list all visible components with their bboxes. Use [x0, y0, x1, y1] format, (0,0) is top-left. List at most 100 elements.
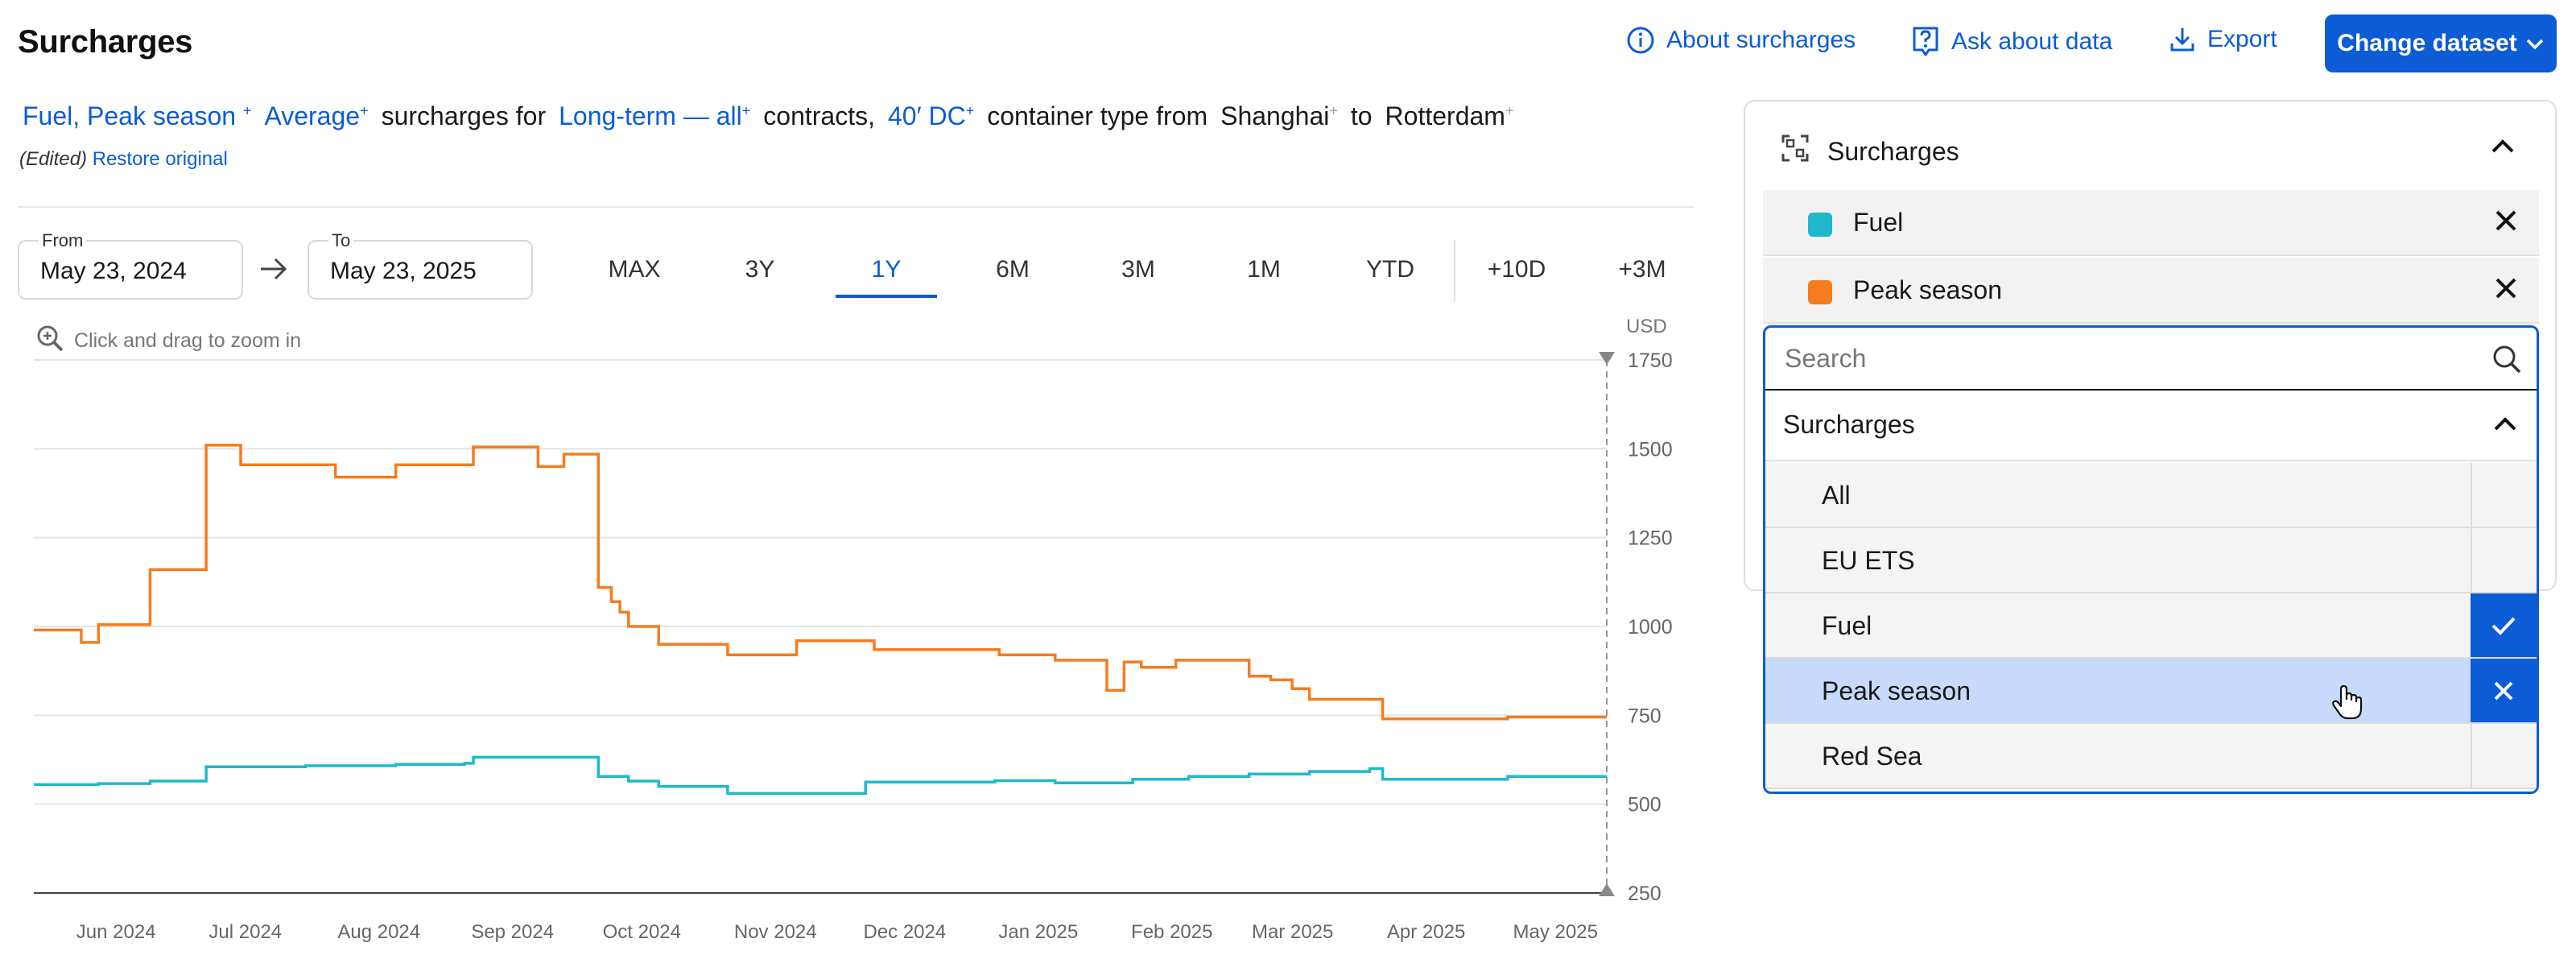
range-max[interactable]: MAX: [608, 256, 661, 283]
x-tick-label: Apr 2025: [1387, 921, 1465, 943]
description-text: contracts,: [763, 101, 875, 130]
peak-season-color-swatch: [1808, 280, 1832, 304]
search-icon: [2491, 344, 2522, 378]
option-peak-season[interactable]: Peak season: [1765, 659, 2537, 724]
search-placeholder: Search: [1785, 344, 1867, 373]
option-remove-button[interactable]: [2471, 659, 2537, 722]
x-tick-label: Nov 2024: [734, 921, 817, 943]
description-text: to: [1350, 101, 1373, 130]
x-tick-label: Jul 2024: [208, 921, 282, 943]
info-icon: [1626, 26, 1655, 55]
y-axis-unit: USD: [1626, 316, 1667, 337]
selected-surcharge-label: Peak season: [1853, 275, 2003, 304]
y-tick-label: 750: [1628, 705, 1662, 727]
fuel-color-swatch: [1808, 213, 1832, 237]
range-separator: [1454, 240, 1455, 301]
chevron-up-icon: [2493, 416, 2517, 436]
option-eu-ets[interactable]: EU ETS: [1765, 528, 2537, 593]
page-title: Surcharges: [18, 24, 193, 60]
crosshair-marker-bottom: [1599, 883, 1615, 896]
checkmark-icon: [2491, 617, 2516, 635]
y-tick-label: 1750: [1628, 349, 1673, 372]
origin-link[interactable]: Shanghai+: [1220, 101, 1338, 130]
ask-about-data-label: Ask about data: [1951, 28, 2113, 55]
x-tick-label: Mar 2025: [1252, 921, 1333, 943]
zoom-hint-text: Click and drag to zoom in: [74, 329, 302, 352]
option-checkbox[interactable]: [2471, 724, 2537, 788]
option-checkbox[interactable]: [2471, 528, 2537, 592]
option-checkbox-checked[interactable]: [2471, 593, 2537, 657]
series-line-fuel: [34, 755, 1607, 796]
selected-surcharge-label: Fuel: [1853, 208, 1904, 237]
to-date-input[interactable]: To May 23, 2025: [308, 230, 533, 300]
aggregation-link[interactable]: Average+: [264, 101, 369, 130]
option-label: EU ETS: [1822, 546, 1915, 575]
restore-original-link[interactable]: Restore original: [92, 148, 228, 170]
option-red-sea[interactable]: Red Sea: [1765, 724, 2537, 789]
arrow-right-icon: [258, 253, 290, 289]
to-date-label: To: [328, 230, 354, 251]
option-label: Red Sea: [1822, 742, 1922, 771]
change-dataset-label: Change dataset: [2337, 30, 2517, 56]
selected-surcharge-chip: Fuel: [1763, 190, 2539, 256]
y-tick-label: 1000: [1628, 616, 1673, 639]
zoom-hint: Click and drag to zoom in: [35, 324, 301, 358]
chevron-down-icon: [2525, 30, 2545, 57]
export-button[interactable]: Export: [2169, 26, 2277, 53]
x-tick-label: Aug 2024: [337, 921, 420, 943]
series-line-peak-season: [34, 444, 1607, 721]
zoom-in-icon: [35, 324, 64, 358]
option-label: Peak season: [1822, 676, 1971, 705]
range-plus-3m[interactable]: +3M: [1618, 256, 1666, 283]
remove-peak-season-icon[interactable]: [2494, 274, 2518, 308]
range-6m[interactable]: 6M: [996, 256, 1030, 283]
from-date-label: From: [39, 230, 87, 251]
panel-title: Surcharges: [1827, 136, 1959, 166]
download-icon: [2169, 26, 2196, 53]
y-tick-label: 250: [1628, 883, 1662, 905]
range-plus-10d[interactable]: +10D: [1487, 256, 1546, 283]
range-1m[interactable]: 1M: [1247, 256, 1281, 283]
range-3y[interactable]: 3Y: [745, 256, 775, 283]
question-bubble-icon: [1911, 26, 1940, 58]
change-dataset-button[interactable]: Change dataset: [2325, 14, 2557, 72]
destination-link[interactable]: Rotterdam+: [1385, 101, 1514, 130]
y-tick-label: 500: [1628, 794, 1662, 817]
edited-label: (Edited): [19, 148, 88, 170]
surcharges-chart[interactable]: 250 500 750 1000 1250 1500 1750 Jun 2024 Jul 202…: [0, 306, 1723, 955]
surcharge-dropdown: Search Surcharges All EU ETS Fuel Peak s…: [1763, 325, 2539, 794]
option-checkbox[interactable]: [2471, 463, 2537, 527]
option-label: Fuel: [1822, 611, 1872, 640]
surcharges-panel-header[interactable]: Surcharges: [1781, 134, 1959, 169]
search-field[interactable]: Search: [1765, 328, 2537, 391]
x-tick-label: Dec 2024: [863, 921, 946, 943]
ask-about-data-link[interactable]: Ask about data: [1911, 26, 2112, 58]
selected-surcharge-chip: Peak season: [1763, 258, 2539, 324]
about-surcharges-label: About surcharges: [1666, 27, 1856, 53]
x-tick-label: Jun 2024: [76, 921, 156, 943]
container-link[interactable]: 40′ DC+: [887, 101, 975, 130]
range-ytd[interactable]: YTD: [1366, 256, 1414, 283]
contract-link[interactable]: Long-term — all+: [559, 101, 751, 130]
dataset-description: Fuel, Peak season + Average+ surcharges …: [23, 101, 1526, 131]
dropdown-group-header[interactable]: Surcharges: [1765, 391, 2537, 461]
export-label: Export: [2207, 26, 2277, 52]
x-tick-label: Jan 2025: [998, 921, 1078, 943]
from-date-value: May 23, 2024: [40, 258, 187, 284]
option-label: All: [1822, 481, 1851, 510]
x-tick-label: Sep 2024: [471, 921, 554, 943]
surcharge-selection-link[interactable]: Fuel, Peak season +: [23, 101, 252, 130]
remove-fuel-icon[interactable]: [2494, 206, 2518, 240]
close-icon: [2494, 681, 2513, 700]
from-date-input[interactable]: From May 23, 2024: [18, 230, 243, 300]
x-tick-label: Oct 2024: [603, 921, 681, 943]
filter-icon: [1781, 134, 1810, 169]
chevron-up-icon[interactable]: [2491, 138, 2515, 159]
range-3m[interactable]: 3M: [1121, 256, 1155, 283]
range-1y[interactable]: 1Y: [871, 256, 902, 283]
about-surcharges-link[interactable]: About surcharges: [1626, 26, 1856, 55]
option-fuel[interactable]: Fuel: [1765, 593, 2537, 659]
crosshair-marker-top: [1599, 352, 1615, 365]
x-tick-label: Feb 2025: [1131, 921, 1212, 943]
option-all[interactable]: All: [1765, 463, 2537, 528]
